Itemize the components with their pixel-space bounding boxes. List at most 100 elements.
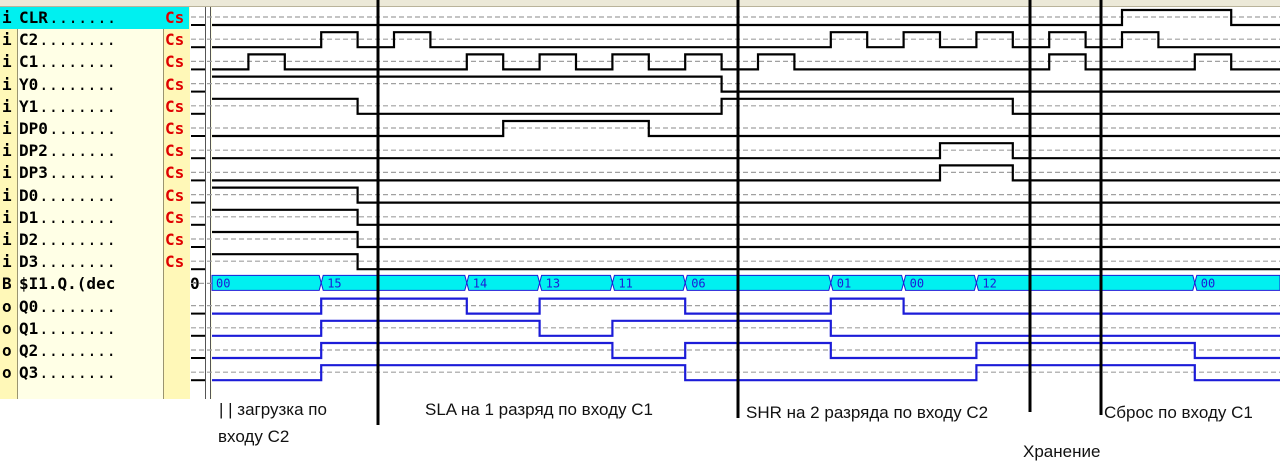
signal-name-dots: ........ [39, 185, 117, 205]
signal-name: D3 [19, 252, 39, 272]
signal-name: C2 [19, 30, 39, 50]
bus-segment-label: 13 [546, 276, 560, 290]
signal-row-y0[interactable]: i Y0........ Cs [0, 74, 190, 96]
bus-segment [466, 274, 541, 291]
signal-name: $I1.Q.(dec [19, 274, 116, 294]
stimulus-label: Cs [165, 74, 185, 94]
signal-row-c1[interactable]: i C1........ Cs [0, 51, 190, 73]
stimulus-label: Cs [165, 8, 185, 27]
signal-row-q1[interactable]: o Q1........ [0, 318, 190, 340]
signal-name: Q3 [19, 363, 39, 383]
stimulus-label: Cs [165, 252, 185, 272]
bus-segment-label: 00 [216, 276, 230, 290]
annotation-load-line2: входу C2 [218, 427, 290, 446]
signal-name-dots: ....... [49, 163, 117, 183]
waveform-dp3 [212, 164, 1280, 182]
selection-highlight [0, 7, 189, 29]
signal-type: i [2, 52, 12, 72]
signal-type: i [2, 141, 12, 161]
signal-type: i [2, 185, 12, 205]
bus-segment-label: 00 [910, 276, 924, 290]
signal-row-dp0[interactable]: i DP0....... Cs [0, 118, 190, 140]
signal-name: Y0 [19, 74, 39, 94]
bus-segment [1194, 274, 1280, 291]
annotation-sla: SLA на 1 разряд по входу C1 [425, 400, 653, 419]
waveform-dp2 [212, 142, 1280, 160]
signal-name: C1 [19, 52, 39, 72]
signal-row-dp3[interactable]: i DP3....... Cs [0, 162, 190, 184]
signal-type: i [2, 30, 12, 50]
waveform-q2 [212, 341, 1280, 360]
signal-name: D1 [19, 207, 39, 227]
signal-row-q3[interactable]: o Q3........ [0, 362, 190, 384]
signal-name-dots: ........ [39, 252, 117, 272]
signal-type: i [2, 163, 12, 183]
signal-type: i [2, 119, 12, 138]
bus-segment [539, 274, 613, 291]
signal-type: o [2, 296, 12, 316]
signal-type: o [2, 363, 12, 383]
signal-row-clr[interactable]: i CLR....... Cs [0, 7, 190, 29]
signal-name-dots: ........ [39, 207, 117, 227]
signal-name: Q2 [19, 341, 39, 360]
signal-name-dots: ....... [49, 119, 117, 138]
bus-segment [211, 274, 322, 291]
bus-segment-label: 15 [327, 276, 341, 290]
annotation-load: | | загрузка по [219, 400, 327, 419]
signal-type: i [2, 252, 12, 272]
bus-segment-label: 06 [691, 276, 705, 290]
stimulus-label: Cs [165, 96, 185, 116]
signal-row-dp2[interactable]: i DP2....... Cs [0, 140, 190, 162]
signal-name: Y1 [19, 96, 39, 116]
signal-row-d1[interactable]: i D1........ Cs [0, 207, 190, 229]
signal-row-d0[interactable]: i D0........ Cs [0, 185, 190, 207]
signal-row-d2[interactable]: i D2........ Cs [0, 229, 190, 251]
waveform-dp0 [212, 119, 1280, 138]
type-column [0, 7, 18, 399]
stimulus-label: Cs [165, 163, 185, 183]
bus-segment-label: 01 [837, 276, 851, 290]
signal-name-dots: ........ [39, 230, 117, 249]
waveform-clr [212, 8, 1280, 27]
signal-row-c2[interactable]: i C2........ Cs [0, 29, 190, 51]
waveform-y1 [212, 97, 1280, 115]
stimulus-label: Cs [165, 207, 185, 227]
signal-name-dots: ........ [39, 318, 117, 338]
signal-type: i [2, 74, 12, 94]
bus-segment-label: 12 [982, 276, 996, 290]
signal-row-y1[interactable]: i Y1........ Cs [0, 96, 190, 118]
signal-name: DP2 [19, 141, 48, 161]
signal-name-dots: ........ [39, 341, 117, 360]
bus-segment [975, 274, 1196, 291]
timeline-header [0, 0, 1280, 7]
waveform-d2 [212, 230, 1280, 249]
signal-name: DP0 [19, 119, 48, 138]
signal-row-q2[interactable]: o Q2........ [0, 340, 190, 362]
panel-divider[interactable] [206, 7, 211, 399]
annotation-hold: Хранение [1023, 442, 1101, 461]
signal-name-dots: ........ [39, 363, 117, 383]
stimulus-label: Cs [165, 119, 185, 138]
bus-segment [903, 274, 977, 291]
waveform-y0 [212, 75, 1280, 93]
signal-name: Q1 [19, 318, 39, 338]
signal-name-dots: ....... [49, 8, 117, 27]
signal-name-panel: i CLR....... Cs i C2........ Cs i C1........ Cs i… [0, 7, 212, 399]
stimulus-label: Cs [165, 30, 185, 50]
stimulus-label: Cs [165, 52, 185, 72]
signal-name-dots: ........ [39, 74, 117, 94]
stimulus-label: Cs [165, 141, 185, 161]
signal-row-q0[interactable]: o Q0........ [0, 296, 190, 318]
waveform-q3 [212, 364, 1280, 382]
signal-type: B [2, 274, 12, 294]
signal-row-d3[interactable]: i D3........ Cs [0, 251, 190, 273]
waveform-d1 [212, 208, 1280, 226]
bus-segment [611, 274, 686, 291]
bus-segment [684, 274, 832, 291]
waveform-q0 [212, 297, 1280, 315]
signal-type: i [2, 230, 12, 249]
signal-name-dots: ........ [39, 30, 117, 50]
waveform-c1 [212, 53, 1280, 71]
signal-name-dots: ........ [39, 96, 117, 116]
signal-name: DP3 [19, 163, 48, 183]
